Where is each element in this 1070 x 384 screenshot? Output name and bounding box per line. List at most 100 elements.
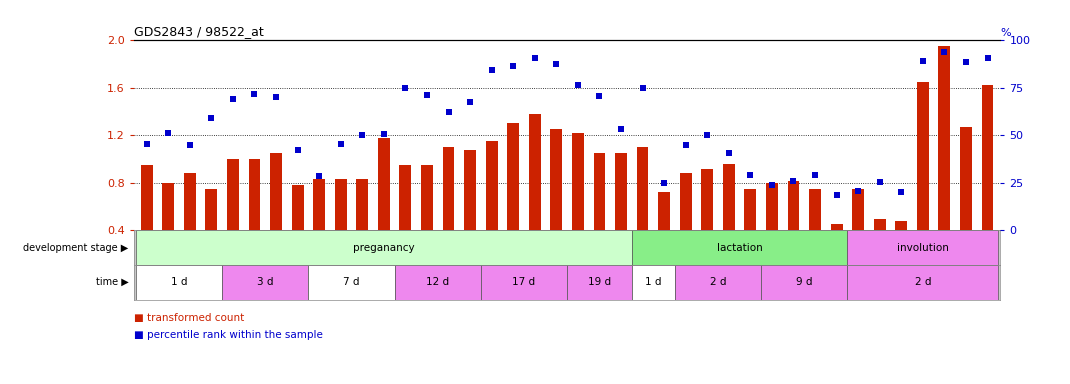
Bar (830, 225, 842, 230)
Point (268, 94, 285, 101)
Bar (464, 150, 476, 230)
Text: 9 d: 9 d (796, 277, 812, 287)
Point (958, 59, 975, 65)
Point (979, 55, 996, 61)
Bar (480, 265, 567, 300)
Bar (761, 265, 847, 300)
Bar (874, 218, 886, 230)
Bar (292, 185, 304, 230)
Point (310, 173, 327, 179)
Point (569, 83, 586, 89)
Point (828, 192, 845, 198)
Point (354, 132, 371, 139)
Text: 12 d: 12 d (426, 277, 449, 287)
Text: 19 d: 19 d (587, 277, 611, 287)
Point (418, 92, 435, 98)
Bar (486, 141, 498, 230)
Bar (395, 265, 480, 300)
Bar (378, 138, 389, 230)
Bar (308, 265, 395, 300)
Point (376, 131, 393, 137)
Bar (788, 180, 799, 230)
Point (548, 61, 565, 67)
Point (892, 189, 910, 195)
Bar (141, 165, 153, 230)
Point (914, 58, 931, 64)
Bar (227, 159, 239, 230)
Point (138, 141, 155, 147)
Point (656, 180, 673, 186)
Point (159, 130, 177, 136)
Point (483, 67, 500, 73)
Bar (631, 265, 675, 300)
Text: GDS2843 / 98522_at: GDS2843 / 98522_at (134, 25, 263, 38)
Text: ■ percentile rank within the sample: ■ percentile rank within the sample (134, 330, 323, 340)
Text: preganancy: preganancy (353, 243, 415, 253)
Point (742, 172, 759, 178)
Point (635, 85, 652, 91)
Point (807, 172, 824, 178)
Bar (550, 129, 562, 230)
Point (526, 55, 544, 61)
Text: involution: involution (897, 243, 949, 253)
Bar (675, 265, 761, 300)
Bar (136, 265, 223, 300)
Bar (745, 189, 756, 230)
Bar (223, 265, 308, 300)
Bar (981, 86, 993, 230)
Point (397, 85, 414, 91)
Bar (631, 230, 847, 265)
Bar (701, 169, 714, 230)
Bar (615, 153, 627, 230)
Point (763, 182, 780, 188)
Bar (421, 165, 433, 230)
Text: 3 d: 3 d (257, 277, 274, 287)
Bar (443, 147, 455, 230)
Point (677, 142, 694, 148)
Bar (917, 82, 929, 230)
Bar (679, 174, 691, 230)
Point (850, 188, 867, 194)
Point (936, 49, 953, 55)
Bar (637, 147, 648, 230)
Bar (314, 179, 325, 230)
Bar (896, 221, 907, 230)
Point (440, 109, 457, 115)
Bar (567, 265, 631, 300)
Bar (960, 127, 972, 230)
Text: 17 d: 17 d (513, 277, 536, 287)
Point (332, 141, 349, 147)
Text: 7 d: 7 d (343, 277, 360, 287)
Bar (507, 124, 519, 230)
Text: ■ transformed count: ■ transformed count (134, 313, 244, 323)
Bar (938, 46, 950, 230)
Point (505, 63, 522, 70)
Text: 2 d: 2 d (709, 277, 727, 287)
Bar (852, 189, 865, 230)
Bar (766, 183, 778, 230)
Bar (184, 174, 196, 230)
Point (785, 177, 802, 184)
Point (181, 142, 198, 148)
Bar (356, 179, 368, 230)
Point (246, 91, 263, 97)
Text: 1 d: 1 d (645, 277, 661, 287)
Text: %: % (1000, 28, 1011, 38)
Bar (335, 179, 347, 230)
Bar (399, 165, 411, 230)
Bar (572, 133, 584, 230)
Bar (594, 153, 606, 230)
Point (203, 114, 220, 121)
Text: time ▶: time ▶ (95, 277, 128, 287)
Point (461, 99, 478, 105)
Point (591, 93, 608, 99)
Text: development stage ▶: development stage ▶ (24, 243, 128, 253)
Bar (270, 153, 282, 230)
Bar (847, 230, 998, 265)
Bar (847, 265, 998, 300)
Bar (658, 192, 670, 230)
Point (720, 150, 737, 156)
Bar (205, 189, 217, 230)
Bar (529, 114, 540, 230)
Point (225, 96, 242, 102)
